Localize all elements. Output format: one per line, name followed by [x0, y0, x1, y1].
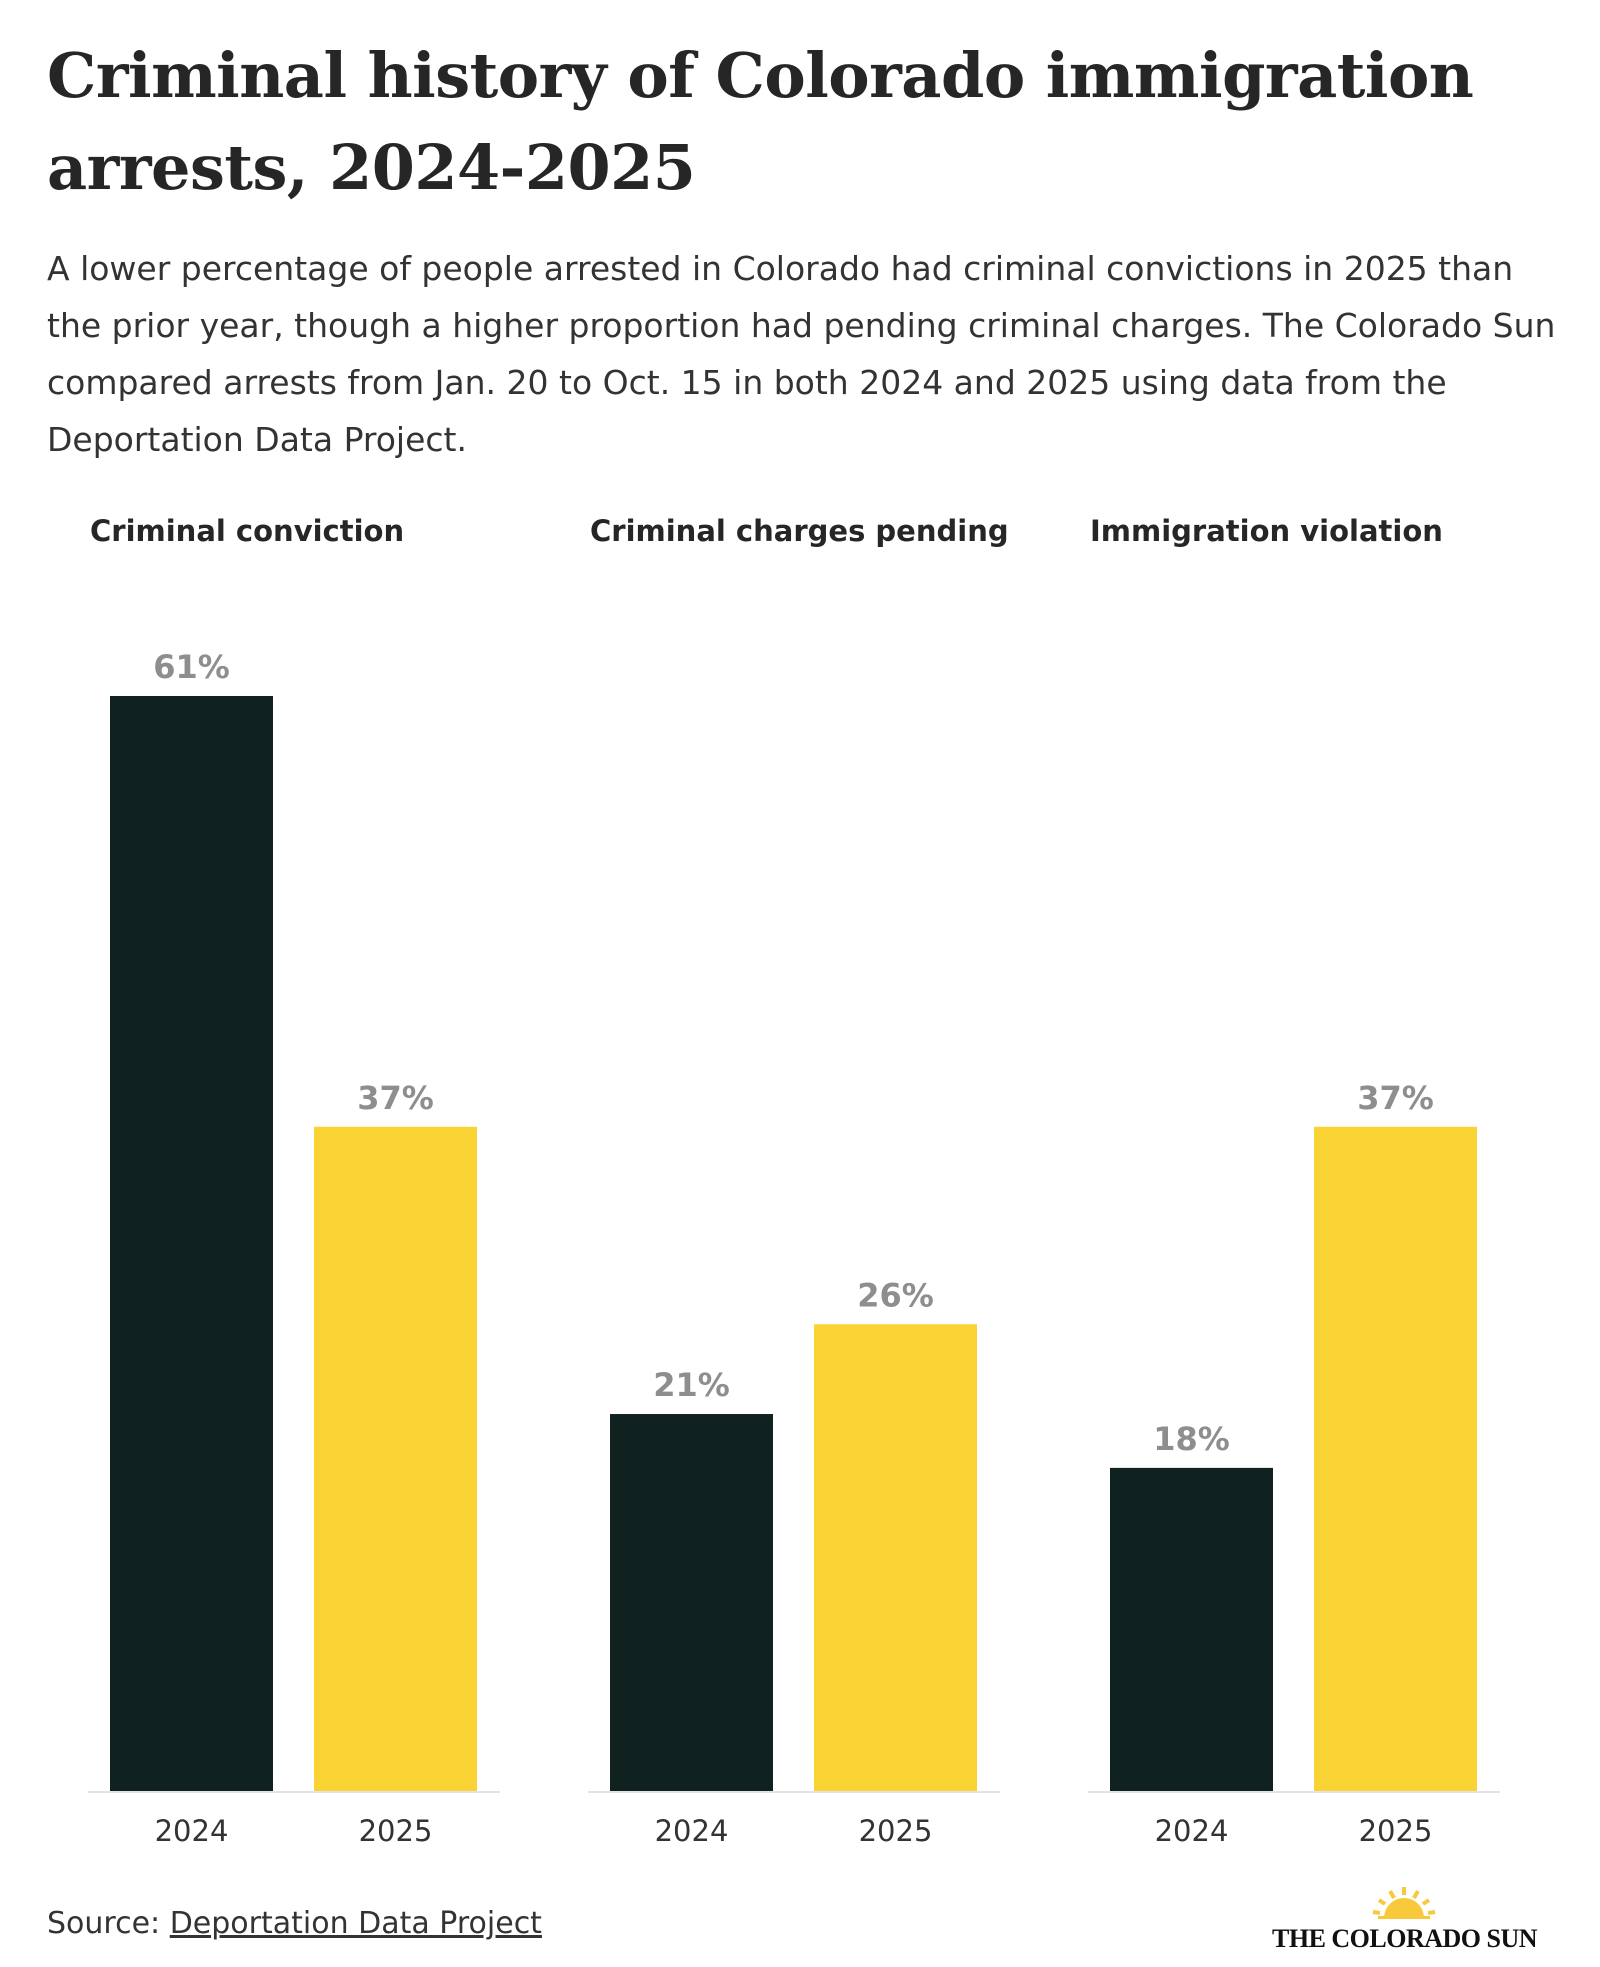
panel-title: Criminal charges pending	[590, 514, 1009, 548]
logo-text: THE COLORADO SUN	[1272, 1924, 1538, 1953]
value-label: 37%	[357, 1079, 434, 1117]
source-note: Source: Deportation Data Project	[47, 1906, 542, 1941]
bar-2024	[610, 1414, 773, 1791]
value-label: 61%	[153, 648, 230, 686]
value-label: 26%	[857, 1276, 934, 1314]
x-tick-label: 2025	[859, 1814, 933, 1848]
panel-title: Immigration violation	[1090, 514, 1443, 548]
chart-subtitle: A lower percentage of people arrested in…	[47, 249, 1556, 459]
bar-2025	[1314, 1126, 1477, 1791]
x-tick-label: 2024	[155, 1814, 229, 1848]
x-tick-label: 2025	[1359, 1814, 1433, 1848]
value-label: 18%	[1153, 1420, 1230, 1458]
colorado-sun-logo: THE COLORADO SUN	[1272, 1886, 1542, 1956]
panel-title: Criminal conviction	[90, 514, 404, 548]
x-tick-label: 2025	[359, 1814, 433, 1848]
bar-2025	[814, 1324, 977, 1791]
bar-2024	[110, 696, 273, 1791]
value-label: 21%	[653, 1366, 730, 1404]
chart-title: Criminal history of Colorado immigration…	[47, 39, 1474, 204]
x-tick-label: 2024	[1155, 1814, 1229, 1848]
bar-2025	[314, 1126, 477, 1791]
bar-2024	[1110, 1467, 1273, 1791]
source-link[interactable]: Deportation Data Project	[169, 1906, 542, 1941]
source-label: Source:	[47, 1906, 161, 1941]
value-label: 37%	[1357, 1079, 1434, 1117]
x-tick-label: 2024	[655, 1814, 729, 1848]
sun-icon	[1372, 1887, 1436, 1919]
